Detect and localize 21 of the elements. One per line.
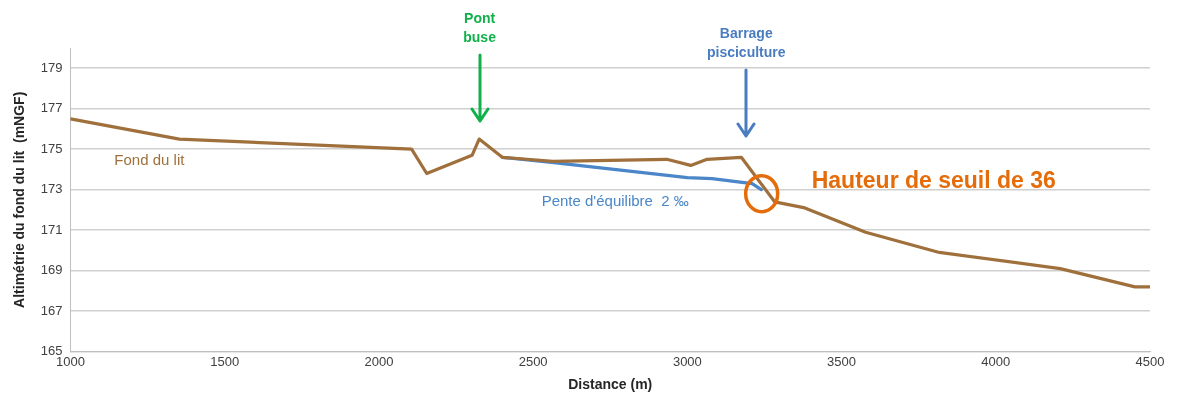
y-axis-title: Altimétrie du fond du lit (mNGF) [11,91,28,308]
x-tick-label: 2500 [518,353,548,369]
x-tick-label: 4000 [981,353,1011,369]
series-label: Fond du lit [114,151,186,169]
x-tick-label: 3000 [672,353,702,369]
annotation: Barrage pisciculture [706,24,786,63]
y-tick-label: 169 [40,262,63,278]
x-tick-label: 2000 [364,353,394,369]
y-tick-label: 179 [40,59,63,75]
y-tick-label: 173 [40,181,63,197]
x-tick-label: 4500 [1135,353,1165,369]
x-axis-title: Distance (m) [568,376,653,393]
text: Pont buse [463,8,496,47]
y-tick-label: 177 [40,100,63,116]
x-tick-label: 3500 [827,353,857,369]
y-tick-label: 171 [40,221,63,237]
annotation: Hauteur de seuil de 36 [811,167,1056,194]
x-tick-label: 1500 [210,353,240,369]
series-label: Pente d'équilibre 2 ‰ [541,192,689,210]
y-tick-label: 167 [40,302,63,318]
y-tick-label: 175 [40,140,63,156]
